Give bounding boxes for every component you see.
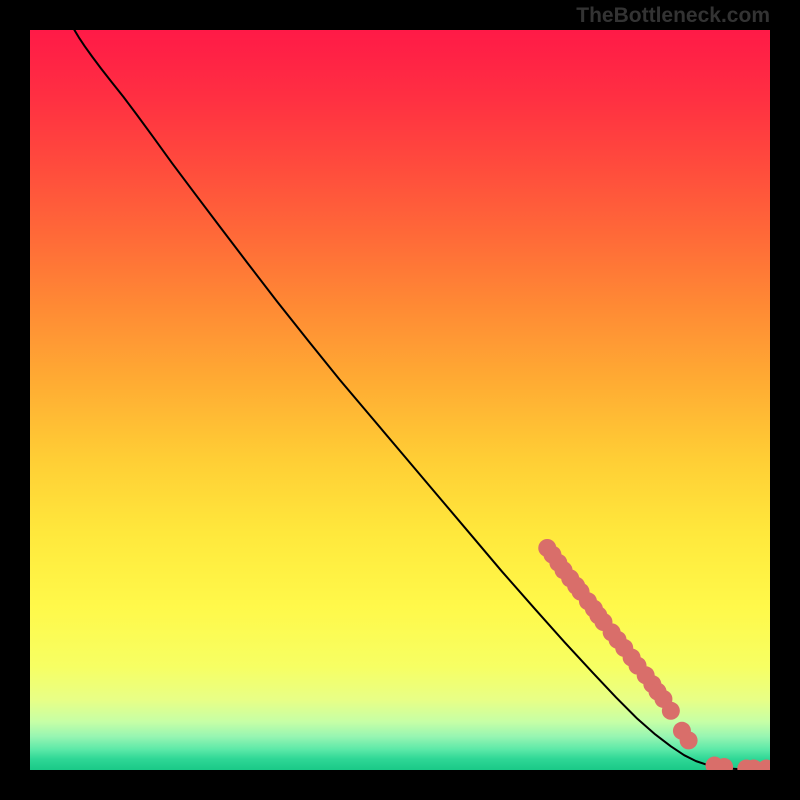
watermark-text: TheBottleneck.com: [576, 4, 770, 28]
scatter-point: [680, 731, 698, 749]
chart-stage: TheBottleneck.com: [0, 0, 800, 800]
chart-background: [30, 30, 770, 770]
plot-area: [30, 30, 770, 770]
scatter-point: [662, 702, 680, 720]
chart-svg: [30, 30, 770, 770]
